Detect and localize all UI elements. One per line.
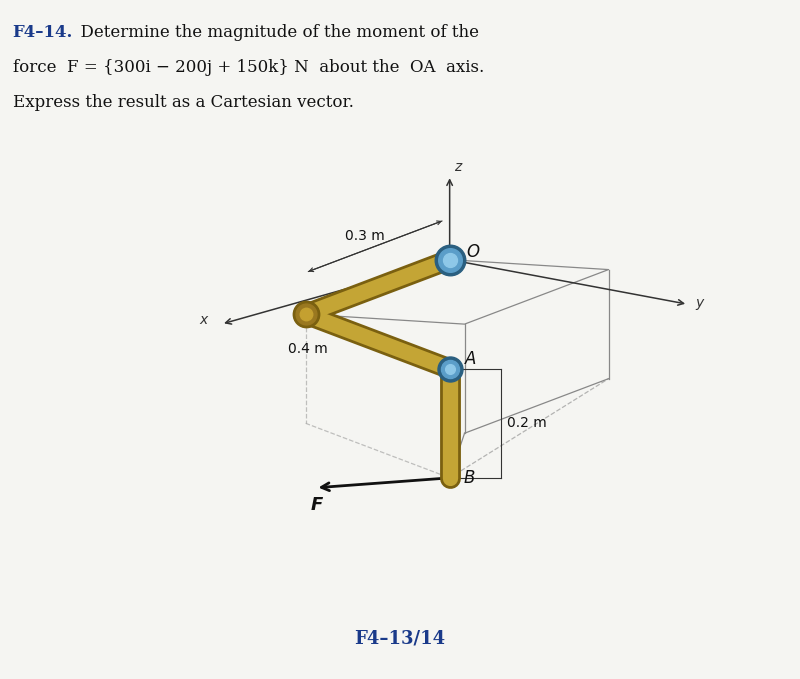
Text: Express the result as a Cartesian vector.: Express the result as a Cartesian vector… [13, 94, 354, 111]
Text: A: A [465, 350, 476, 368]
Text: 0.4 m: 0.4 m [288, 342, 328, 356]
Text: Determine the magnitude of the moment of the: Determine the magnitude of the moment of… [70, 24, 479, 41]
Text: z: z [454, 160, 461, 175]
Text: F: F [310, 496, 323, 513]
Text: F4–14.: F4–14. [13, 24, 73, 41]
Text: B: B [463, 469, 475, 487]
Text: force  F = {300i − 200j + 150k} N  about the  OA  axis.: force F = {300i − 200j + 150k} N about t… [13, 59, 484, 76]
Text: 0.2 m: 0.2 m [507, 416, 547, 430]
Text: 0.3 m: 0.3 m [346, 230, 385, 243]
Text: y: y [695, 296, 703, 310]
Text: F4–13/14: F4–13/14 [354, 629, 446, 648]
Text: O: O [466, 242, 480, 261]
Text: x: x [199, 313, 208, 327]
